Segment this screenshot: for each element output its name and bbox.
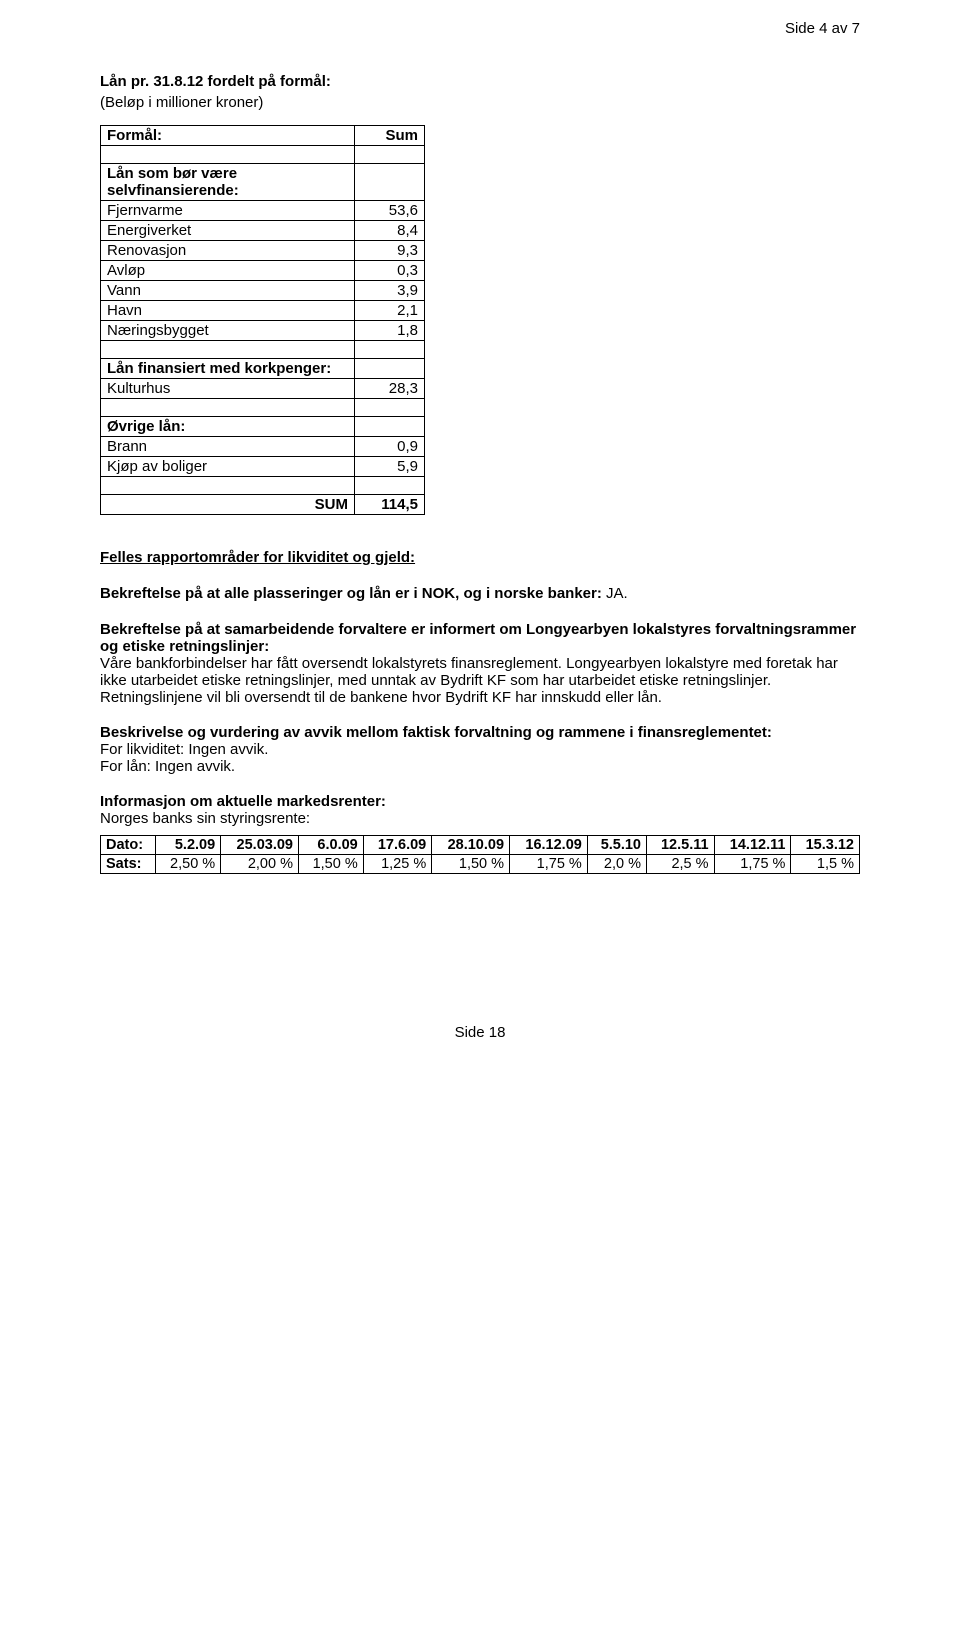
rate-date: 5.5.10 [587, 836, 646, 855]
row-val: 3,9 [355, 281, 425, 301]
rates-table: Dato: 5.2.09 25.03.09 6.0.09 17.6.09 28.… [100, 835, 860, 874]
rate-date: 25.03.09 [221, 836, 299, 855]
para-lead: Beskrivelse og vurdering av avvik mellom… [100, 724, 860, 741]
row-label: Næringsbygget [101, 321, 355, 341]
confirmation-forvaltere: Bekreftelse på at samarbeidende forvalte… [100, 621, 860, 706]
rate-val: 2,0 % [587, 855, 646, 874]
group-title: Lån som bør være selvfinansierende: [101, 164, 355, 201]
para-lead: Bekreftelse på at samarbeidende forvalte… [100, 621, 860, 655]
rate-date: 17.6.09 [363, 836, 431, 855]
row-val: 8,4 [355, 221, 425, 241]
row-label: Kjøp av boliger [101, 457, 355, 477]
rate-val: 1,5 % [791, 855, 860, 874]
rate-val: 1,50 % [432, 855, 510, 874]
row-val: 0,3 [355, 261, 425, 281]
row-val: 5,9 [355, 457, 425, 477]
sum-val: 114,5 [355, 495, 425, 515]
row-val: 9,3 [355, 241, 425, 261]
sub-note: (Beløp i millioner kroner) [100, 94, 860, 111]
rate-date: 15.3.12 [791, 836, 860, 855]
row-label: Brann [101, 437, 355, 457]
para-line: For likviditet: Ingen avvik. [100, 741, 860, 758]
section-heading: Felles rapportområder for likviditet og … [100, 549, 860, 566]
deviation-block: Beskrivelse og vurdering av avvik mellom… [100, 724, 860, 775]
rate-date: 14.12.11 [714, 836, 791, 855]
row-label: Havn [101, 301, 355, 321]
para-body: Våre bankforbindelser har fått oversendt… [100, 655, 860, 706]
rates-block: Informasjon om aktuelle markedsrenter: N… [100, 793, 860, 827]
title-line: Lån pr. 31.8.12 fordelt på formål: [100, 73, 860, 90]
confirmation-nok: Bekreftelse på at alle plasseringer og l… [100, 584, 860, 603]
para-lead: Informasjon om aktuelle markedsrenter: [100, 793, 860, 810]
page-number: Side 4 av 7 [100, 20, 860, 37]
rate-val: 2,00 % [221, 855, 299, 874]
row-label: Fjernvarme [101, 201, 355, 221]
row-label: Avløp [101, 261, 355, 281]
para-lead: Bekreftelse på at alle plasseringer og l… [100, 585, 602, 602]
col-header-sum: Sum [355, 126, 425, 146]
rate-date: 6.0.09 [298, 836, 363, 855]
group-title: Lån finansiert med korkpenger: [101, 359, 355, 379]
group-title: Øvrige lån: [101, 417, 355, 437]
rate-val: 2,50 % [156, 855, 221, 874]
para-line: For lån: Ingen avvik. [100, 758, 860, 775]
row-val: 0,9 [355, 437, 425, 457]
rate-val: 1,75 % [714, 855, 791, 874]
rates-row-label: Dato: [101, 836, 156, 855]
page: Side 4 av 7 Lån pr. 31.8.12 fordelt på f… [0, 0, 960, 1081]
loan-table: Formål: Sum Lån som bør være selvfinansi… [100, 125, 425, 515]
rate-val: 2,5 % [647, 855, 715, 874]
rate-val: 1,25 % [363, 855, 431, 874]
col-header-label: Formål: [101, 126, 355, 146]
rate-date: 16.12.09 [510, 836, 588, 855]
row-val: 53,6 [355, 201, 425, 221]
para-line: Norges banks sin styringsrente: [100, 810, 860, 827]
row-label: Vann [101, 281, 355, 301]
row-label: Energiverket [101, 221, 355, 241]
footer-page-number: Side 18 [100, 1024, 860, 1041]
rates-row-label: Sats: [101, 855, 156, 874]
sum-label: SUM [101, 495, 355, 515]
rate-date: 28.10.09 [432, 836, 510, 855]
rate-val: 1,75 % [510, 855, 588, 874]
row-label: Kulturhus [101, 379, 355, 399]
row-val: 1,8 [355, 321, 425, 341]
row-val: 28,3 [355, 379, 425, 399]
row-label: Renovasjon [101, 241, 355, 261]
rate-date: 5.2.09 [156, 836, 221, 855]
para-tail: JA. [602, 585, 628, 602]
rate-val: 1,50 % [298, 855, 363, 874]
rate-date: 12.5.11 [647, 836, 715, 855]
row-val: 2,1 [355, 301, 425, 321]
